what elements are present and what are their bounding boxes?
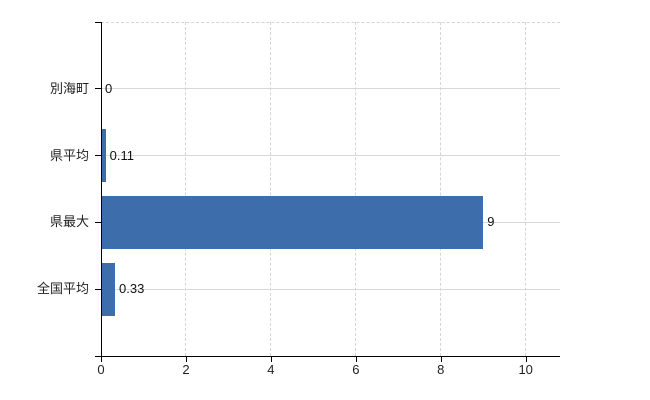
x-axis-tick: [101, 356, 102, 362]
y-axis-tick: [95, 288, 101, 290]
horizontal-gridline: [101, 288, 560, 290]
x-axis-tick: [440, 356, 442, 362]
bar-value-label: 0.11: [109, 147, 134, 163]
vertical-gridline: [355, 22, 357, 356]
horizontal-gridline: [101, 88, 560, 90]
y-axis-line: [101, 22, 102, 362]
vertical-gridline: [525, 22, 527, 356]
y-axis-tick: [95, 221, 101, 223]
x-axis-line: [95, 356, 560, 357]
category-label: 全国平均: [36, 281, 89, 297]
x-axis-tick-label: 6: [352, 362, 360, 377]
x-axis-tick: [185, 356, 187, 362]
y-axis-top-tick: [95, 22, 101, 23]
horizontal-gridline: [101, 155, 560, 157]
vertical-gridline: [185, 22, 187, 356]
bar: [101, 262, 115, 316]
vertical-gridline: [270, 22, 272, 356]
x-axis-tick: [270, 356, 272, 362]
x-axis-tick-label: 2: [182, 362, 190, 377]
category-label: 別海町: [49, 80, 89, 96]
y-axis-tick: [95, 155, 101, 157]
bar-value-label: 9: [487, 214, 495, 230]
y-axis-tick: [95, 88, 101, 90]
x-axis-tick-label: 8: [437, 362, 445, 377]
bar-value-label: 0.33: [119, 281, 145, 297]
vertical-gridline: [440, 22, 442, 356]
x-axis-tick-label: 4: [267, 362, 275, 377]
category-label: 県最大: [49, 214, 89, 230]
category-label: 県平均: [49, 147, 89, 163]
bar: [101, 129, 106, 183]
x-axis-tick: [525, 356, 527, 362]
plot-top-border: [101, 21, 560, 23]
x-axis-tick-label: 0: [97, 362, 105, 377]
x-axis-tick-label: 10: [518, 362, 533, 377]
bar: [101, 195, 484, 249]
x-axis-tick: [355, 356, 357, 362]
bar-value-label: 0: [105, 80, 113, 96]
